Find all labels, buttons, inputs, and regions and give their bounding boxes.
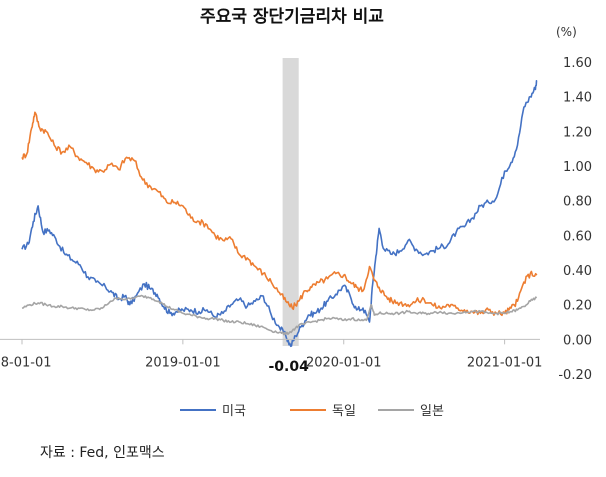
y-tick-label: 0.20 bbox=[563, 299, 592, 314]
shaded-region bbox=[282, 58, 299, 346]
series-layer bbox=[21, 80, 538, 348]
y-tick-label: 0.80 bbox=[563, 195, 592, 210]
y-tick-label: 0.40 bbox=[563, 264, 592, 279]
chart-title: 주요국 장단기금리차 비교 bbox=[200, 7, 384, 27]
y-tick-label: 0.60 bbox=[563, 229, 592, 244]
shaded-region-layer bbox=[282, 58, 299, 346]
y-tick-label: 1.20 bbox=[563, 125, 592, 140]
series-line-독일 bbox=[21, 111, 538, 317]
min-annotation: -0.04 bbox=[268, 359, 309, 375]
x-tick-label: 2020-01-01 bbox=[306, 355, 382, 370]
legend-label-미국: 미국 bbox=[222, 404, 246, 419]
annotation-layer: -0.04 bbox=[268, 359, 309, 375]
x-tick-label: 2019-01-01 bbox=[145, 355, 221, 370]
series-line-미국 bbox=[21, 80, 538, 348]
y-tick-label: 1.00 bbox=[563, 160, 592, 175]
y-tick-label: 0.00 bbox=[563, 333, 592, 348]
tick-layer: 1.60 1.40 1.20 1.00 0.80 0.60 0.40 0.20 0.00 -0.2… bbox=[0, 56, 592, 383]
legend-label-독일: 독일 bbox=[332, 404, 356, 419]
y-tick-label: 1.40 bbox=[563, 91, 592, 106]
unit-label: (%) bbox=[556, 25, 577, 39]
x-tick-label: 2021-01-01 bbox=[467, 355, 543, 370]
y-tick-label: -0.20 bbox=[558, 368, 592, 383]
x-tick-label: 18-01-01 bbox=[0, 355, 52, 370]
legend: 미국 독일 일본 bbox=[180, 404, 444, 419]
source-note: 자료 : Fed, 인포맥스 bbox=[40, 445, 165, 461]
y-tick-label: 1.60 bbox=[563, 56, 592, 71]
series-line-일본 bbox=[21, 294, 538, 336]
legend-label-일본: 일본 bbox=[420, 404, 444, 419]
